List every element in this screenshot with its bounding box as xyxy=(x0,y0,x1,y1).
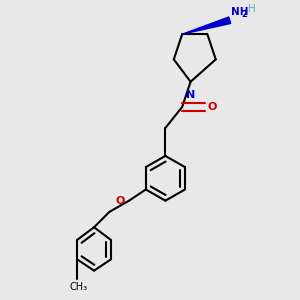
Text: N: N xyxy=(186,90,195,100)
Text: O: O xyxy=(208,102,217,112)
Text: 2: 2 xyxy=(242,11,248,20)
Polygon shape xyxy=(182,17,231,34)
Text: O: O xyxy=(116,196,125,206)
Text: H: H xyxy=(248,4,256,14)
Text: NH: NH xyxy=(231,8,249,17)
Text: CH₃: CH₃ xyxy=(70,282,88,292)
